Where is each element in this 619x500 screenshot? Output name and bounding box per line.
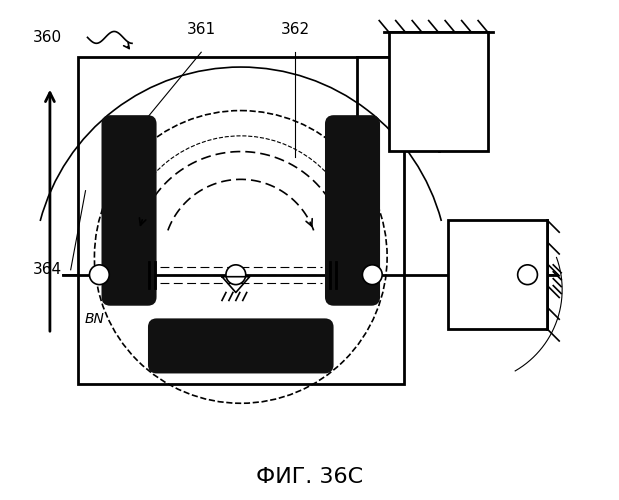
Text: 361: 361 [187,22,216,38]
FancyBboxPatch shape [102,116,156,305]
Text: ФИГ. 36С: ФИГ. 36С [256,468,363,487]
Text: 360: 360 [33,30,63,46]
Bar [389,32,488,151]
FancyBboxPatch shape [326,116,379,305]
Circle shape [90,265,109,284]
Circle shape [517,265,537,284]
Text: 364: 364 [33,262,63,278]
Text: 362: 362 [280,22,310,38]
Text: 363: 363 [478,267,508,282]
Text: BN: BN [85,312,105,326]
Circle shape [362,265,382,284]
FancyBboxPatch shape [149,319,333,372]
Circle shape [226,265,246,284]
Bar [77,57,404,384]
Bar [448,220,547,329]
